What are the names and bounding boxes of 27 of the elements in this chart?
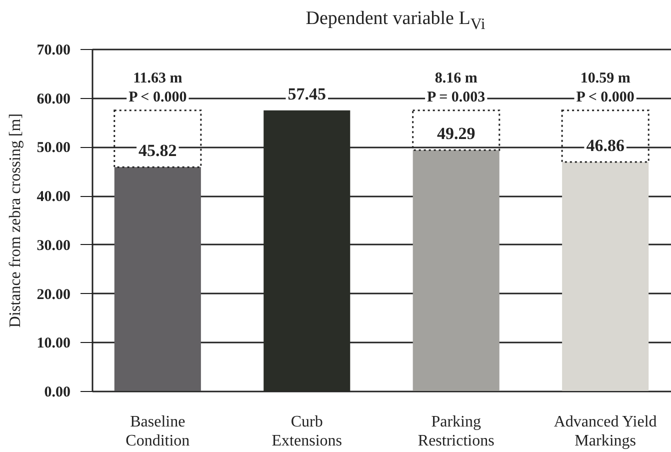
- y-tick-label: 30.00: [36, 238, 70, 254]
- bar: [412, 150, 500, 391]
- y-tick-label: 70.00: [36, 42, 70, 58]
- data-label: 46.86: [586, 136, 624, 156]
- data-label: 45.82: [138, 141, 177, 160]
- bar: [114, 167, 201, 391]
- x-tick-label: Curb Extensions: [272, 414, 342, 450]
- y-tick-label: 50.00: [36, 140, 70, 156]
- annotation: 10.59 m: [580, 70, 631, 86]
- chart-title: Dependent variable L$_{Vi}$: [304, 7, 486, 35]
- x-tick-label: Advanced Yield Markings: [554, 414, 657, 450]
- annotation: P < 0.000: [128, 89, 187, 106]
- y-tick-label: 40.00: [36, 189, 70, 206]
- x-tick-label: Baseline Condition: [126, 414, 190, 450]
- y-tick-label: 0.00: [44, 384, 70, 400]
- annotation: 11.63 m: [133, 70, 183, 86]
- y-tick-label: 10.00: [36, 336, 70, 352]
- annotation: P = 0.003: [427, 89, 486, 106]
- y-tick-label: 60.00: [36, 91, 70, 108]
- data-label: 49.29: [436, 124, 476, 144]
- annotation: P < 0.000: [576, 89, 634, 106]
- annotation: 8.16 m: [434, 70, 478, 86]
- y-tick-label: 20.00: [36, 286, 70, 303]
- bar: [562, 162, 649, 391]
- data-label: 57.45: [288, 84, 326, 104]
- x-tick-label: Parking Restrictions: [418, 414, 494, 450]
- y-axis-title: Distance from zebra crossing [m]: [6, 113, 24, 328]
